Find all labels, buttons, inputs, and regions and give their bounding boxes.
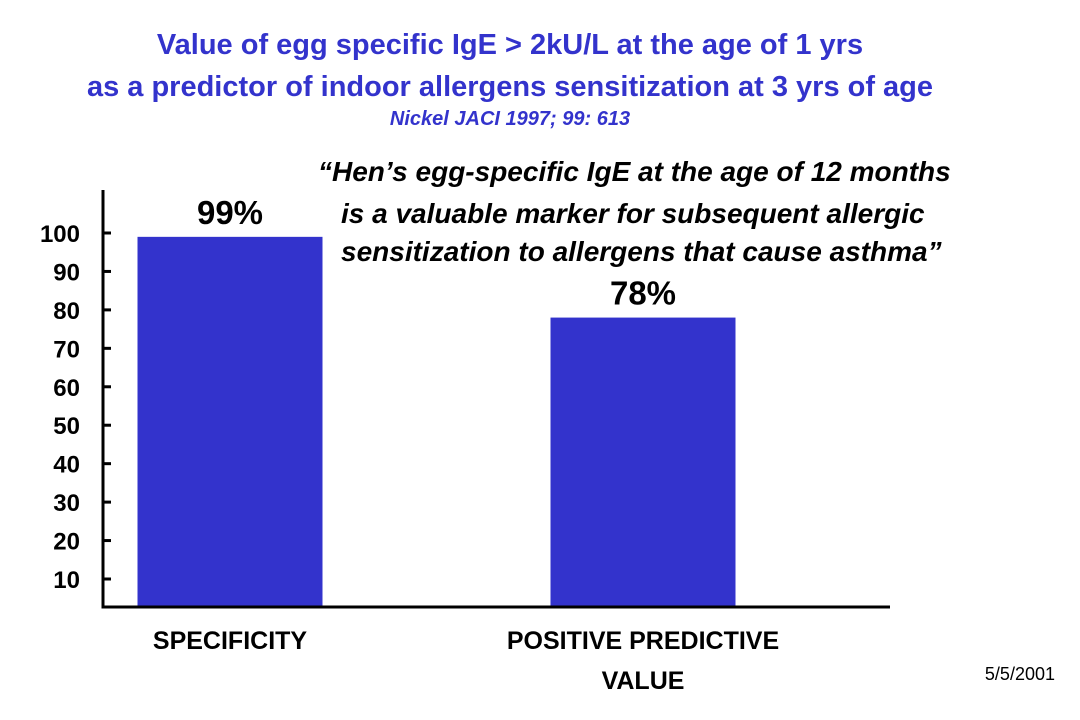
category-label-2-line-2: VALUE [602,667,685,695]
citation: Nickel JACI 1997; 99: 613 [389,108,631,130]
category-label-2-line-1: POSITIVE PREDICTIVE [507,627,779,655]
quote-line-2: is a valuable marker for subsequent alle… [341,198,925,229]
chart-title-line-1: Value of egg specific IgE > 2kU/L at the… [156,29,864,61]
y-tick-label-30: 30 [53,490,80,517]
category-label-1: SPECIFICITY [153,627,308,655]
bar-2 [550,317,736,607]
y-tick-label-70: 70 [53,336,80,363]
y-tick-label-80: 80 [53,298,80,325]
y-tick-label-40: 40 [53,452,80,479]
chart-title-line-2: as a predictor of indoor allergens sensi… [86,71,934,103]
quote-line-3: sensitization to allergens that cause as… [341,236,942,267]
bar-1 [137,236,323,607]
y-tick-label-10: 10 [53,567,80,594]
quote-line-1: “Hen’s egg-specific IgE at the age of 12… [318,156,951,187]
y-tick-label-100: 100 [40,221,80,248]
y-tick-label-90: 90 [53,259,80,286]
y-tick-label-50: 50 [53,413,80,440]
y-tick-label-60: 60 [53,375,80,402]
data-label-1: 99% [197,194,263,231]
y-tick-label-20: 20 [53,529,80,556]
data-label-2: 78% [610,275,676,312]
date-footer: 5/5/2001 [984,664,1055,684]
